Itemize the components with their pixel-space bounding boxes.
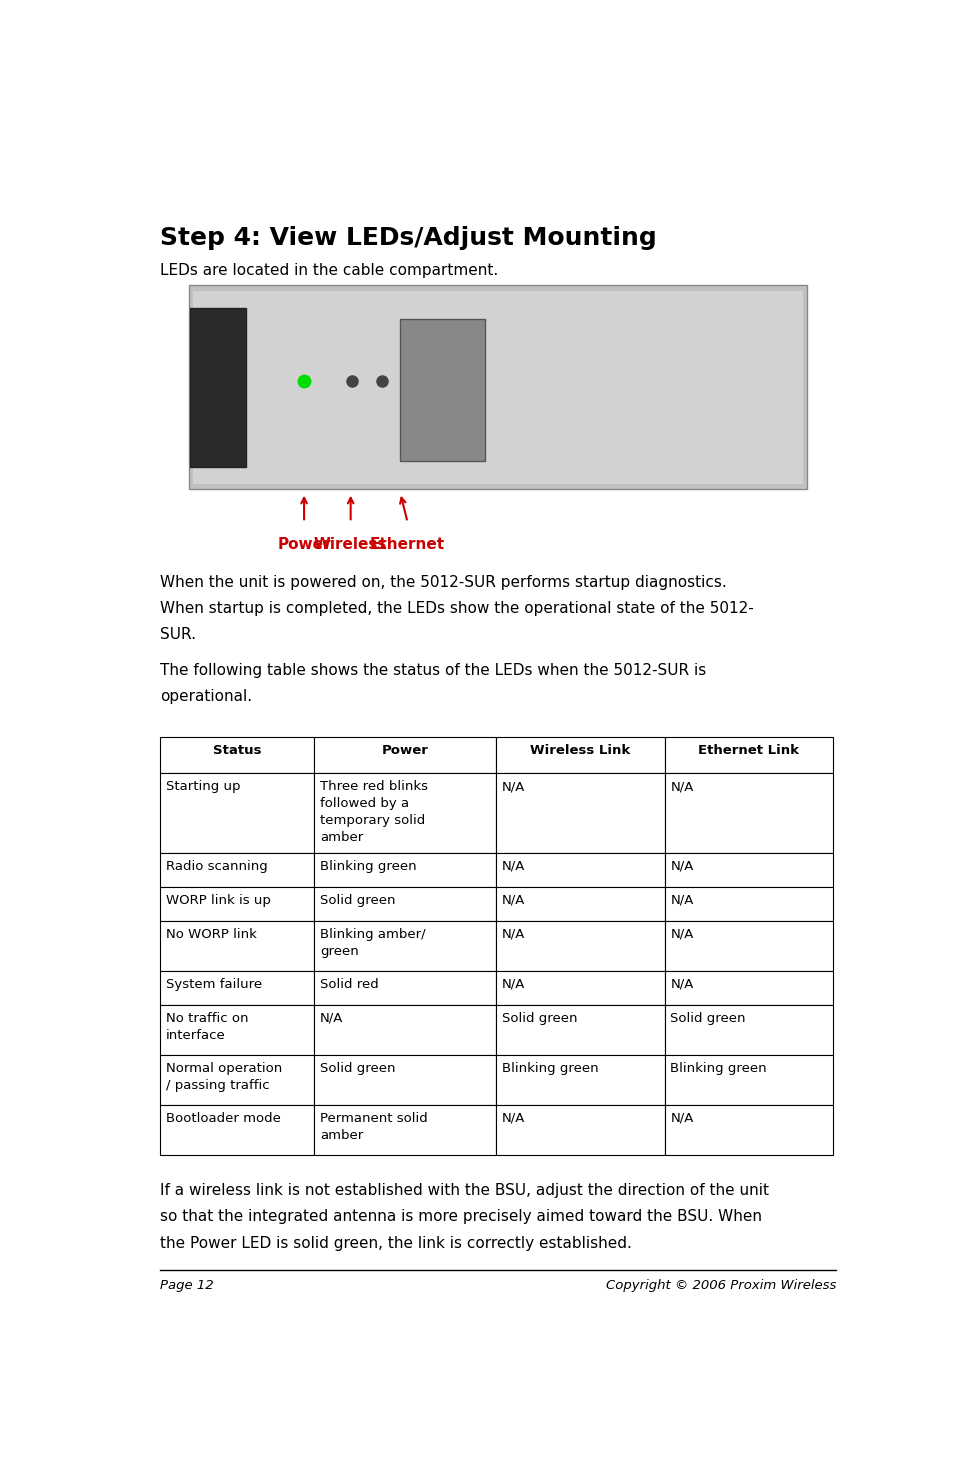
Text: Power: Power — [277, 537, 331, 552]
Bar — [314, 886, 496, 920]
Bar — [160, 1105, 314, 1155]
Text: Wireless: Wireless — [314, 537, 387, 552]
Text: Normal operation
/ passing traffic: Normal operation / passing traffic — [166, 1062, 282, 1092]
Text: Blinking green: Blinking green — [501, 1062, 598, 1075]
Bar — [496, 971, 664, 1004]
Text: Blinking amber/
green: Blinking amber/ green — [319, 928, 425, 957]
Bar — [160, 853, 314, 886]
Text: N/A: N/A — [501, 894, 525, 907]
Text: Solid green: Solid green — [319, 894, 395, 907]
Bar — [314, 738, 496, 773]
Text: System failure: System failure — [166, 978, 262, 991]
Text: Blinking green: Blinking green — [670, 1062, 766, 1075]
Bar — [496, 1055, 664, 1105]
Bar — [314, 1055, 496, 1105]
Text: so that the integrated antenna is more precisely aimed toward the BSU. When: so that the integrated antenna is more p… — [160, 1210, 761, 1224]
Bar — [400, 319, 485, 460]
Text: Power: Power — [381, 743, 428, 757]
Bar — [160, 1004, 314, 1055]
Bar — [664, 1004, 832, 1055]
Text: Solid green: Solid green — [319, 1062, 395, 1075]
Bar — [160, 1055, 314, 1105]
Bar — [664, 920, 832, 971]
Text: Permanent solid
amber: Permanent solid amber — [319, 1112, 427, 1142]
Bar — [664, 886, 832, 920]
Bar — [160, 773, 314, 853]
Text: Step 4: View LEDs/Adjust Mounting: Step 4: View LEDs/Adjust Mounting — [160, 226, 656, 249]
Bar — [496, 738, 664, 773]
Text: Copyright © 2006 Proxim Wireless: Copyright © 2006 Proxim Wireless — [605, 1279, 836, 1292]
Text: When the unit is powered on, the 5012-SUR performs startup diagnostics.: When the unit is powered on, the 5012-SU… — [160, 574, 726, 590]
Text: N/A: N/A — [501, 978, 525, 991]
Text: Solid green: Solid green — [670, 1012, 745, 1025]
Bar — [496, 853, 664, 886]
Bar — [314, 1105, 496, 1155]
Bar — [160, 886, 314, 920]
Text: The following table shows the status of the LEDs when the 5012-SUR is: The following table shows the status of … — [160, 664, 705, 678]
Text: When startup is completed, the LEDs show the operational state of the 5012-: When startup is completed, the LEDs show… — [160, 600, 753, 615]
Text: N/A: N/A — [501, 860, 525, 873]
Bar — [664, 853, 832, 886]
Bar — [664, 773, 832, 853]
Bar — [496, 886, 664, 920]
Bar — [160, 920, 314, 971]
Bar — [160, 738, 314, 773]
Bar — [314, 971, 496, 1004]
Bar — [664, 738, 832, 773]
Text: Ethernet Link: Ethernet Link — [698, 743, 799, 757]
Bar — [314, 853, 496, 886]
Bar — [496, 773, 664, 853]
Bar — [496, 1105, 664, 1155]
Text: No WORP link: No WORP link — [166, 928, 256, 941]
Text: Status: Status — [213, 743, 261, 757]
Text: LEDs are located in the cable compartment.: LEDs are located in the cable compartmen… — [160, 264, 497, 279]
Text: Three red blinks
followed by a
temporary solid
amber: Three red blinks followed by a temporary… — [319, 780, 428, 844]
Text: If a wireless link is not established with the BSU, adjust the direction of the : If a wireless link is not established wi… — [160, 1183, 768, 1198]
Text: N/A: N/A — [501, 928, 525, 941]
Bar — [664, 1105, 832, 1155]
Text: Solid red: Solid red — [319, 978, 378, 991]
Bar — [193, 291, 802, 484]
Text: Starting up: Starting up — [166, 780, 240, 794]
Bar — [496, 920, 664, 971]
Bar — [664, 1055, 832, 1105]
Text: WORP link is up: WORP link is up — [166, 894, 271, 907]
Text: Solid green: Solid green — [501, 1012, 578, 1025]
Text: Wireless Link: Wireless Link — [530, 743, 630, 757]
Text: N/A: N/A — [670, 1112, 693, 1125]
Text: N/A: N/A — [670, 894, 693, 907]
Bar — [496, 1004, 664, 1055]
Bar — [160, 971, 314, 1004]
Text: N/A: N/A — [319, 1012, 343, 1025]
Text: the Power LED is solid green, the link is correctly established.: the Power LED is solid green, the link i… — [160, 1236, 631, 1251]
Text: N/A: N/A — [670, 978, 693, 991]
Bar — [314, 920, 496, 971]
Text: N/A: N/A — [670, 928, 693, 941]
Bar — [664, 971, 832, 1004]
Text: Radio scanning: Radio scanning — [166, 860, 267, 873]
Text: Blinking green: Blinking green — [319, 860, 416, 873]
Text: N/A: N/A — [501, 780, 525, 794]
Text: N/A: N/A — [670, 780, 693, 794]
Bar — [314, 773, 496, 853]
Text: No traffic on
interface: No traffic on interface — [166, 1012, 248, 1041]
Text: N/A: N/A — [501, 1112, 525, 1125]
Text: Ethernet: Ethernet — [370, 537, 445, 552]
Text: SUR.: SUR. — [160, 627, 195, 642]
Text: operational.: operational. — [160, 689, 252, 704]
Text: Page 12: Page 12 — [160, 1279, 213, 1292]
Text: N/A: N/A — [670, 860, 693, 873]
Text: Bootloader mode: Bootloader mode — [166, 1112, 280, 1125]
Bar — [314, 1004, 496, 1055]
Bar — [190, 308, 246, 466]
Bar — [190, 285, 806, 490]
